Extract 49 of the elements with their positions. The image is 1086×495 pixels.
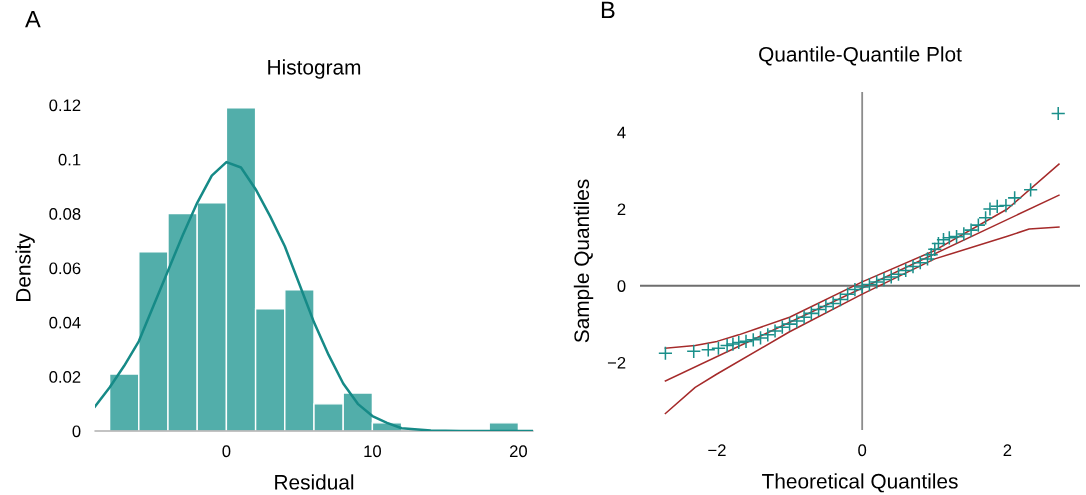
line-series <box>664 226 1060 415</box>
x-tick-label: −2 <box>708 444 726 456</box>
y-tick-label: 0.1 <box>58 153 81 166</box>
point <box>818 299 834 314</box>
point <box>1023 182 1038 198</box>
point <box>745 332 761 348</box>
y-tick-label: 0.08 <box>49 208 81 220</box>
point <box>949 229 964 244</box>
x-tick-label: 2 <box>1003 444 1012 456</box>
point <box>753 330 768 346</box>
point <box>725 336 741 352</box>
y-tick-label: 0 <box>72 425 81 438</box>
point <box>711 340 726 356</box>
point <box>738 334 754 349</box>
y-tick-label: 0.02 <box>49 371 81 383</box>
x-tick-label: 10 <box>364 445 382 458</box>
y-tick-label: 0 <box>617 280 626 292</box>
y-axis-title: Density <box>15 233 35 302</box>
chart-title: Quantile-Quantile Plot <box>759 46 962 66</box>
point <box>700 342 716 358</box>
point <box>869 274 885 290</box>
chart-title: Histogram <box>268 59 361 79</box>
y-tick-label: −2 <box>607 356 626 369</box>
point <box>686 343 702 359</box>
point <box>719 338 735 353</box>
y-tick-label: 4 <box>617 126 626 139</box>
point <box>854 279 870 295</box>
point <box>1050 106 1066 121</box>
y-axis-title: Sample Quantiles <box>573 179 594 343</box>
point <box>731 335 747 350</box>
x-tick-label: 0 <box>222 445 231 458</box>
y-tick-label: 0.12 <box>49 99 81 112</box>
point <box>883 269 899 285</box>
point <box>658 345 673 361</box>
y-tick-label: 2 <box>617 203 626 216</box>
x-tick-label: 0 <box>858 444 867 457</box>
text: B <box>601 1 615 19</box>
text: A <box>25 11 41 28</box>
point <box>941 230 957 246</box>
y-tick-label: 0.04 <box>49 316 81 329</box>
y-tick-label: 0.06 <box>49 262 81 275</box>
point <box>782 316 797 332</box>
point <box>862 277 877 292</box>
x-axis-title: Residual <box>275 474 354 490</box>
x-axis-title: Theoretical Quantiles <box>762 473 958 493</box>
point <box>876 272 892 287</box>
x-tick-label: 20 <box>509 445 528 458</box>
point <box>989 198 1005 214</box>
line-series <box>95 160 533 431</box>
